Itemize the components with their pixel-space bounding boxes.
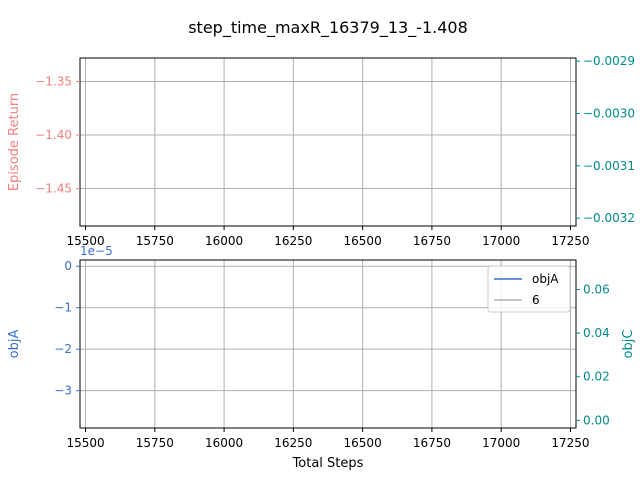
y2-tick-label: −0.0031 bbox=[583, 159, 635, 173]
y2-tick-label: 0.00 bbox=[583, 413, 610, 427]
x-tick-label: 15750 bbox=[136, 436, 174, 450]
x-tick-label: 16750 bbox=[413, 234, 451, 248]
x-tick-label: 16500 bbox=[344, 436, 382, 450]
x-tick-label: 16250 bbox=[274, 234, 312, 248]
y-tick-label: 0 bbox=[64, 259, 72, 273]
legend-label: 6 bbox=[532, 293, 540, 307]
y-axis-label: Episode Return bbox=[7, 93, 22, 191]
y2-tick-label: 0.02 bbox=[583, 370, 610, 384]
x-tick-label: 16250 bbox=[274, 436, 312, 450]
y-tick-label: −2 bbox=[54, 342, 72, 356]
plot-frame bbox=[79, 57, 577, 227]
x-tick-label: 15500 bbox=[66, 436, 104, 450]
y-tick-label: −1.45 bbox=[35, 182, 72, 196]
y2-tick-label: −0.0032 bbox=[583, 211, 635, 225]
x-tick-label: 15500 bbox=[66, 234, 104, 248]
figure-title: step_time_maxR_16379_13_-1.408 bbox=[188, 18, 468, 38]
y-offset-label: 1e−5 bbox=[80, 244, 113, 258]
bottom-panel: 15500 15750 16000 16250 16500 16750 17000 17250… bbox=[7, 244, 636, 471]
x-tick-label: 16750 bbox=[413, 436, 451, 450]
y2-axis-label: objC bbox=[621, 330, 636, 359]
y-axis-label: objA bbox=[7, 330, 22, 359]
x-axis-label: Total Steps bbox=[292, 456, 364, 471]
y2-tick-label: −0.0029 bbox=[583, 54, 635, 68]
x-tick-label: 17000 bbox=[482, 436, 520, 450]
legend-label: objA bbox=[532, 272, 559, 286]
y2-tick-label: 0.04 bbox=[583, 326, 610, 340]
top-panel: 15500 15750 16000 16250 16500 16750 17000 17250… bbox=[7, 54, 635, 248]
x-tick-label: 16500 bbox=[344, 234, 382, 248]
x-tick-label: 15750 bbox=[136, 234, 174, 248]
y-tick-label: −1.35 bbox=[35, 75, 72, 89]
y2-tick-label: −0.0030 bbox=[583, 106, 635, 120]
x-tick-label: 16000 bbox=[205, 234, 243, 248]
plot-frame bbox=[79, 259, 577, 429]
y2-tick-label: 0.06 bbox=[583, 282, 610, 296]
x-tick-label: 17250 bbox=[551, 436, 589, 450]
x-tick-label: 17000 bbox=[482, 234, 520, 248]
y-tick-label: −1.40 bbox=[35, 128, 72, 142]
x-tick-label: 16000 bbox=[205, 436, 243, 450]
y-tick-label: −3 bbox=[54, 384, 72, 398]
y-tick-label: −1 bbox=[54, 301, 72, 315]
x-tick-label: 17250 bbox=[551, 234, 589, 248]
